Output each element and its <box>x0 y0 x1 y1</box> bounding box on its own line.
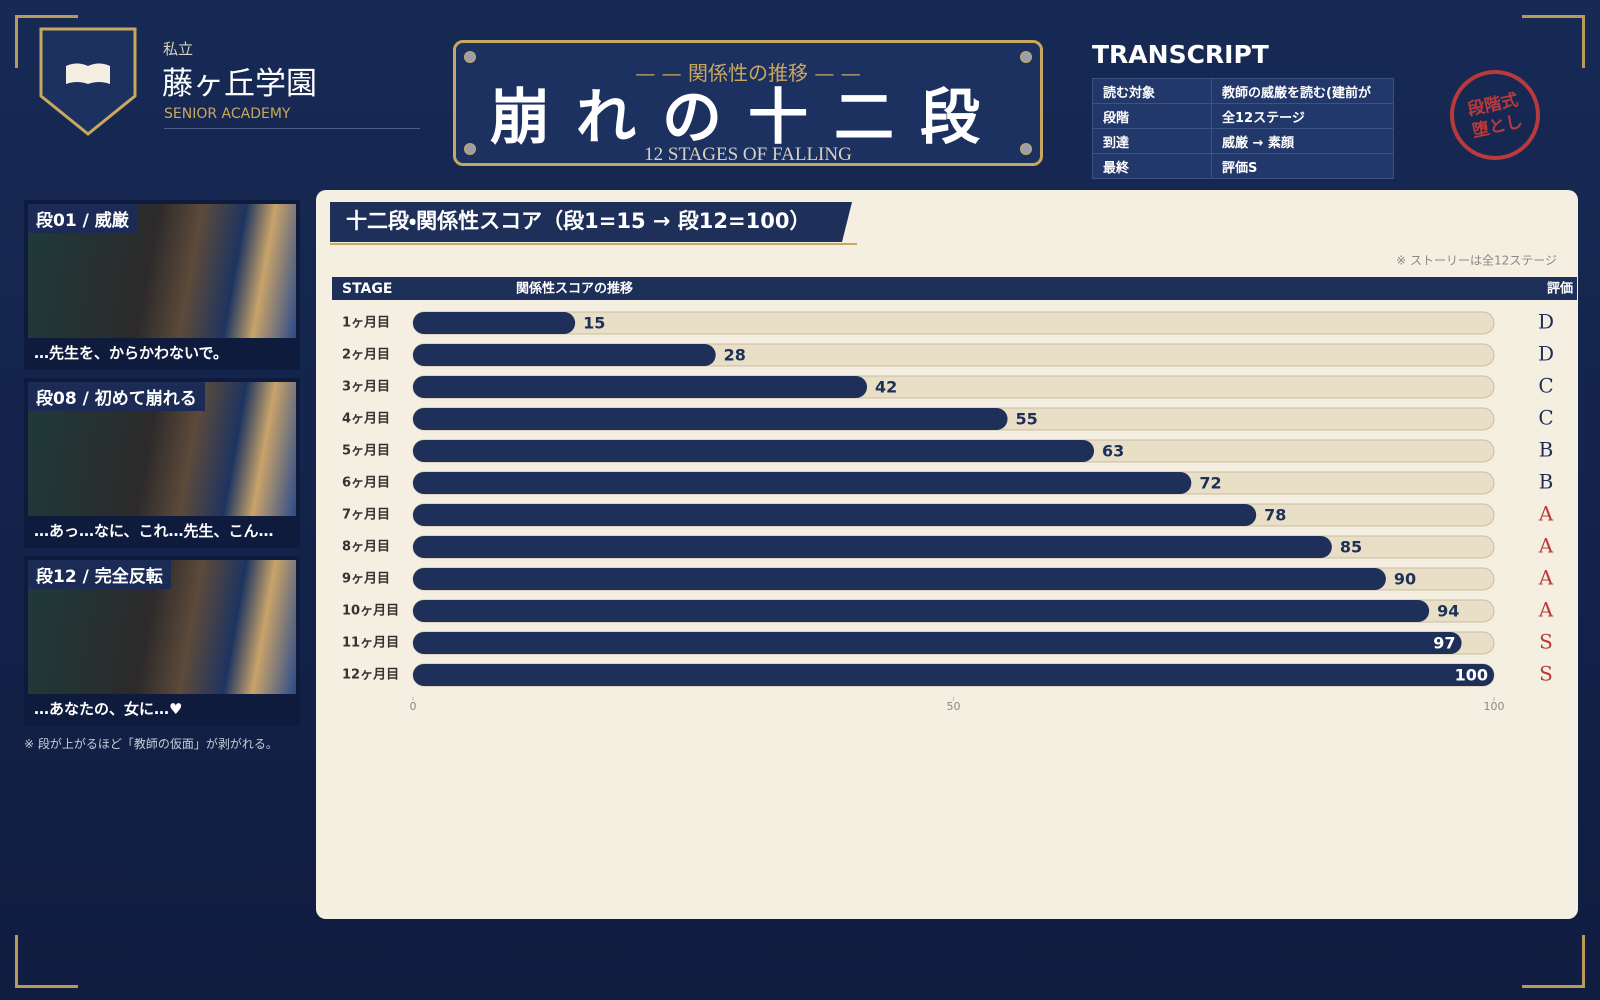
value-label: 78 <box>1264 506 1286 525</box>
category-label: 7ヶ月目 <box>342 508 390 523</box>
title-banner <box>330 202 852 242</box>
grade-label: B <box>1539 470 1554 494</box>
transcript-table: 読む対象 教師の威厳を読む(建前が 段階 全12ステージ 到達 威厳 → 素顔 最終評… <box>1092 78 1394 179</box>
photo-panel: 段12 / 完全反転 …あなたの、女に…♥ <box>24 556 300 726</box>
cell: 読む対象 <box>1092 78 1212 104</box>
panel-label: 段12 / 完全反転 <box>28 560 171 589</box>
value-label: 28 <box>724 346 746 365</box>
grade-label: A <box>1538 598 1554 622</box>
cell: 威厳 → 素顔 <box>1211 128 1394 154</box>
value-label: 100 <box>1455 666 1488 685</box>
bar <box>413 472 1192 494</box>
value-label: 85 <box>1340 538 1362 557</box>
corner <box>1522 935 1585 988</box>
panel-label: 段08 / 初めて崩れる <box>28 382 205 411</box>
bar <box>413 376 868 398</box>
bar <box>413 536 1332 558</box>
category-label: 12ヶ月目 <box>342 668 399 683</box>
category-label: 11ヶ月目 <box>342 636 399 651</box>
school-crest <box>39 27 137 136</box>
plate-english: 12 STAGES OF FALLING <box>644 144 852 165</box>
school-sub: SENIOR ACADEMY <box>164 106 420 129</box>
cell: 最終 <box>1092 153 1212 179</box>
cell: 教師の威厳を読む(建前が <box>1211 78 1394 104</box>
cell: 段階 <box>1092 103 1212 129</box>
bar-track <box>412 311 1495 335</box>
grade-label: D <box>1538 310 1554 334</box>
grade-label: A <box>1538 566 1554 590</box>
value-label: 72 <box>1199 474 1221 493</box>
chart: 十二段・関係性スコア（段1=15 → 段12=100） ※ ストーリーは全12ス… <box>316 190 1578 919</box>
x-tick-label: 100 <box>1484 700 1505 713</box>
panel-caption: …あっ…なに、これ…先生、こん… <box>34 522 274 540</box>
chart-note: ※ ストーリーは全12ステージ <box>1396 254 1557 268</box>
bar <box>413 408 1008 430</box>
grade-label: S <box>1539 630 1553 654</box>
category-label: 3ヶ月目 <box>342 380 390 395</box>
category-label: 1ヶ月目 <box>342 316 390 331</box>
transcript-title: TRANSCRIPT <box>1092 40 1269 69</box>
value-label: 55 <box>1016 410 1038 429</box>
school-prefix: 私立 <box>163 40 194 58</box>
cell: 全12ステージ <box>1211 103 1394 129</box>
value-label: 42 <box>875 378 897 397</box>
category-label: 10ヶ月目 <box>342 604 399 619</box>
bar <box>413 312 576 334</box>
bar <box>413 344 716 366</box>
cell: 評価S <box>1211 153 1394 179</box>
category-label: 9ヶ月目 <box>342 572 390 587</box>
photo-panel: 段08 / 初めて崩れる …あっ…なに、これ…先生、こん… <box>24 378 300 548</box>
bar <box>413 664 1494 686</box>
bar <box>413 504 1257 526</box>
column-header: STAGE <box>342 281 392 297</box>
panel-caption: …先生を、からかわないで。 <box>34 344 228 362</box>
grade-label: D <box>1538 342 1554 366</box>
plate-subtitle: 関係性の推移 <box>688 61 808 85</box>
corner <box>1522 15 1585 68</box>
value-label: 97 <box>1433 634 1455 653</box>
panel-label: 段01 / 威厳 <box>28 204 137 233</box>
title-plate: — — 関係性の推移 — — 崩れの十二段 12 STAGES OF FALLI… <box>453 40 1043 166</box>
corner <box>15 15 78 68</box>
x-tick-label: 0 <box>410 700 417 713</box>
school-name: 藤ヶ丘学園 <box>162 66 317 102</box>
category-label: 2ヶ月目 <box>342 348 390 363</box>
header-bar <box>332 277 1577 300</box>
value-label: 15 <box>583 314 605 333</box>
bar <box>413 600 1430 622</box>
grade-label: B <box>1539 438 1554 462</box>
grade-label: A <box>1538 534 1554 558</box>
value-label: 90 <box>1394 570 1416 589</box>
category-label: 4ヶ月目 <box>342 412 390 427</box>
panel-caption: …あなたの、女に…♥ <box>34 700 183 718</box>
photo-panel: 段01 / 威厳 …先生を、からかわないで。 <box>24 200 300 370</box>
x-tick-label: 50 <box>947 700 961 713</box>
cell: 到達 <box>1092 128 1212 154</box>
corner <box>15 935 78 988</box>
category-label: 5ヶ月目 <box>342 444 390 459</box>
panel-note: ※ 段が上がるほど「教師の仮面」が剥がれる。 <box>24 737 278 751</box>
grade-label: C <box>1538 374 1553 398</box>
grade-label: A <box>1538 502 1554 526</box>
plate-subtitle-row: — — 関係性の推移 — — <box>635 61 861 85</box>
value-label: 94 <box>1437 602 1459 621</box>
bar <box>413 568 1386 590</box>
bar <box>413 440 1095 462</box>
value-label: 63 <box>1102 442 1124 461</box>
grade-label: C <box>1538 406 1553 430</box>
chart-title: 十二段・関係性スコア（段1=15 → 段12=100） <box>346 209 810 233</box>
category-label: 8ヶ月目 <box>342 540 390 555</box>
column-header: 関係性スコアの推移 <box>516 281 633 297</box>
column-header: 評価 <box>1547 281 1573 297</box>
stamp: 段階式 堕とし <box>1441 61 1549 169</box>
plate-title: 崩れの十二段 <box>490 83 1006 153</box>
grade-label: S <box>1539 662 1553 686</box>
bar <box>413 632 1462 654</box>
category-label: 6ヶ月目 <box>342 476 390 491</box>
